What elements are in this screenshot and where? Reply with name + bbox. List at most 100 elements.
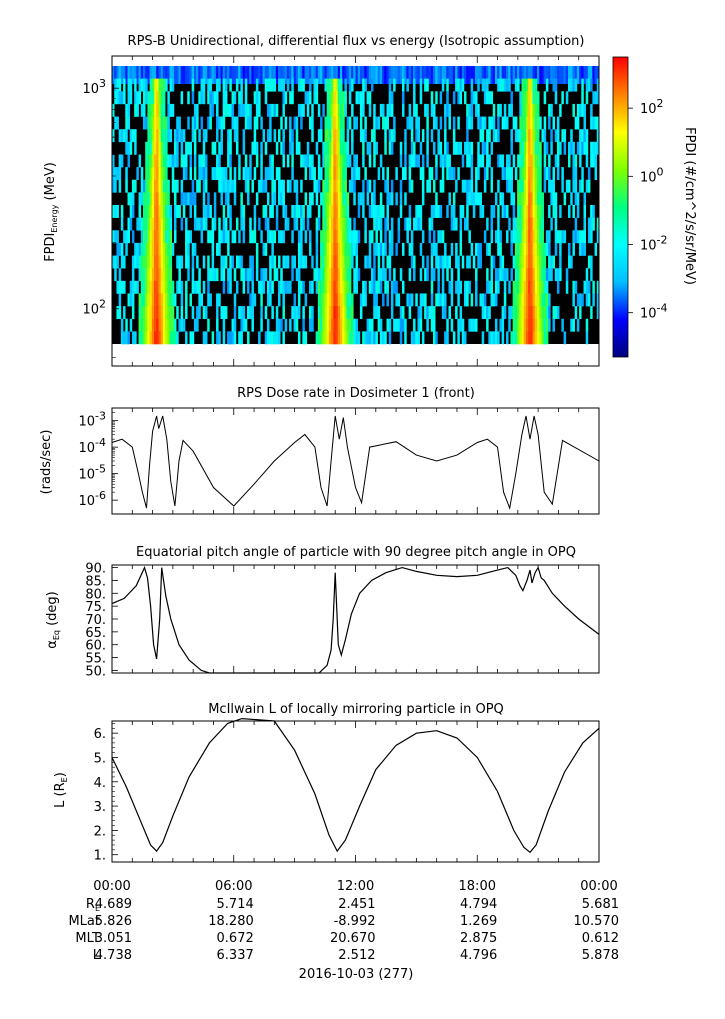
- spectrogram-cell: [340, 179, 343, 193]
- spectrogram-cell: [196, 66, 199, 84]
- spectrogram-cell: [158, 91, 161, 105]
- spectrogram-cell: [142, 116, 146, 130]
- spectrogram-cell: [229, 66, 232, 84]
- spectrogram-cell: [317, 66, 321, 84]
- spectrogram-cell: [501, 154, 505, 168]
- spectrogram-cell: [388, 242, 392, 256]
- spectrogram-cell: [284, 91, 288, 105]
- spectrogram-cell: [165, 205, 168, 218]
- dose-rate-title: RPS Dose rate in Dosimeter 1 (front): [237, 386, 475, 401]
- spectrogram-cell: [340, 331, 343, 345]
- spectrogram-cell: [324, 318, 328, 332]
- spectrogram-cell: [486, 78, 489, 92]
- spectrogram-cell: [131, 268, 135, 282]
- spectrogram-cell: [550, 66, 553, 84]
- spectrogram-cell: [439, 293, 443, 307]
- spectrogram-cell: [264, 268, 268, 282]
- spectrogram-cell: [300, 230, 303, 244]
- spectrogram-cell: [497, 268, 500, 282]
- spectrogram-cell: [368, 205, 372, 218]
- spectrogram-cell: [131, 331, 135, 345]
- spectrogram-cell: [530, 179, 533, 193]
- spectrogram-cell: [271, 154, 274, 168]
- spectrogram-cell: [534, 331, 538, 345]
- spectrogram-cell: [548, 268, 551, 282]
- spectrogram-cell: [167, 205, 170, 218]
- spectrogram-cell: [160, 103, 164, 117]
- spectrogram-cell: [247, 116, 250, 130]
- spectrogram-cell: [258, 91, 261, 105]
- dose-rate-y-axis: 10-610-510-410-3: [78, 410, 118, 509]
- spectrogram-cell: [185, 141, 188, 155]
- spectrogram-cells: [112, 66, 600, 345]
- spectrogram-cell: [317, 268, 321, 282]
- spectrogram-cell: [227, 242, 230, 256]
- spectrogram-cell: [534, 129, 538, 143]
- x-tick-label: 18:00: [459, 879, 496, 894]
- spectrogram-cell: [459, 230, 463, 244]
- spectrogram-cell: [218, 217, 221, 231]
- spectrogram-cell: [264, 217, 268, 231]
- spectrogram-cell: [346, 306, 350, 320]
- spectrogram-cell: [521, 154, 525, 168]
- spectrogram-cell: [167, 91, 170, 105]
- spectrogram-cell: [182, 167, 186, 181]
- spectrogram-cell: [264, 167, 268, 181]
- spectrogram-cell: [565, 91, 569, 105]
- spectrogram-cell: [497, 230, 500, 244]
- spectrogram-cell: [204, 167, 208, 181]
- spectrogram-cell: [193, 205, 197, 218]
- spectrogram-cell: [333, 255, 336, 269]
- spectrogram-cell: [209, 268, 212, 282]
- spectrogram-cell: [494, 268, 498, 282]
- spectrogram-cell: [149, 91, 153, 105]
- spectrogram-cell: [273, 268, 277, 282]
- spectrogram-cell: [532, 192, 536, 206]
- spectrogram-cell: [375, 66, 378, 84]
- spectrogram-cell: [149, 217, 153, 231]
- spectrogram-cell: [559, 205, 562, 218]
- spectrogram-cell: [176, 129, 179, 143]
- spectrogram-cell: [302, 103, 305, 117]
- spectrogram-cell: [216, 129, 219, 143]
- spectrogram-cell: [450, 268, 454, 282]
- spectrogram-cell: [118, 293, 122, 307]
- spectrogram-cell: [156, 318, 159, 332]
- spectrogram-cell: [151, 129, 155, 143]
- spectrogram-cell: [386, 280, 389, 294]
- spectrogram-cell: [532, 280, 536, 294]
- spectrogram-cell: [368, 179, 372, 193]
- spectrogram-cell: [162, 230, 166, 244]
- spectrogram-cell: [158, 66, 161, 84]
- spectrogram-cell: [129, 129, 133, 143]
- spectrogram-cell: [171, 293, 175, 307]
- spectrogram-cell: [326, 306, 330, 320]
- ephemeris-value: 6.337: [217, 948, 254, 963]
- spectrogram-cell: [481, 116, 485, 130]
- spectrogram-cell: [151, 293, 155, 307]
- spectrogram-cell: [282, 91, 285, 105]
- spectrogram-cell: [499, 230, 502, 244]
- spectrogram-cell: [457, 280, 460, 294]
- spectrogram-cell: [530, 91, 533, 105]
- spectrogram-cell: [300, 217, 303, 231]
- spectrogram-cell: [477, 255, 480, 269]
- spectrogram-cell: [326, 331, 330, 345]
- spectrogram-cell: [541, 217, 544, 231]
- spectrogram-cell: [468, 116, 471, 130]
- spectrogram-cell: [136, 103, 139, 117]
- spectrogram-cell: [455, 179, 458, 193]
- spectrogram-cell: [457, 66, 460, 84]
- l-y-tick-label: 5.: [94, 751, 106, 766]
- spectrogram-cell: [333, 91, 336, 105]
- spectrogram-cell: [539, 255, 542, 269]
- spectrogram-cell: [357, 230, 361, 244]
- spectrogram-cell: [326, 116, 330, 130]
- spectrogram-cell: [258, 66, 261, 84]
- spectrogram-cell: [428, 217, 432, 231]
- spectrogram-cell: [311, 255, 314, 269]
- spectrogram-cell: [559, 230, 562, 244]
- spectrogram-cell: [393, 318, 396, 332]
- spectrogram-cell: [373, 103, 376, 117]
- spectrogram-cell: [441, 179, 445, 193]
